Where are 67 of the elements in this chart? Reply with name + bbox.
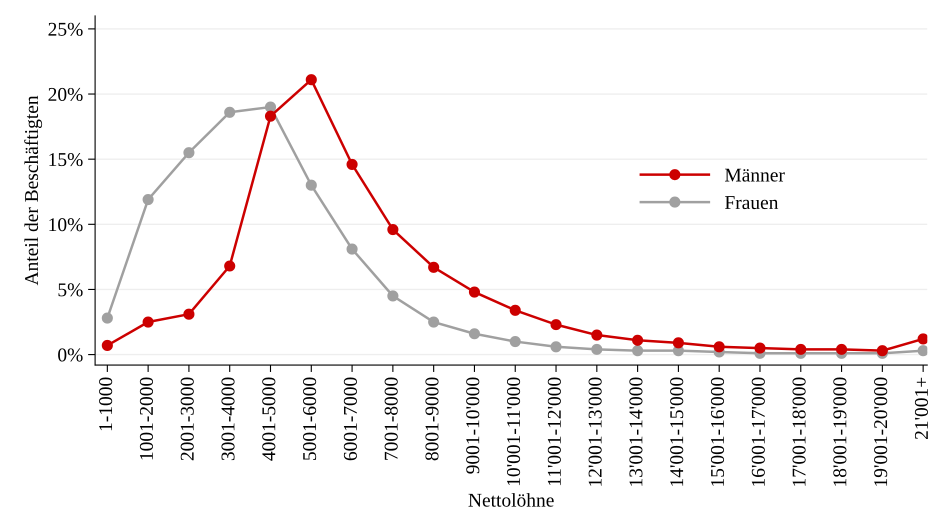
point xyxy=(306,180,317,191)
x-tick-label: 4001-5000 xyxy=(262,378,276,461)
point xyxy=(510,336,521,348)
x-tick-label: 8001-9000 xyxy=(425,378,439,460)
x-tick-label: 18'001-19'000 xyxy=(833,378,846,486)
point xyxy=(468,328,480,340)
point xyxy=(142,316,154,328)
point xyxy=(264,102,276,113)
x-tick-label: 19'001-20'000 xyxy=(874,378,888,486)
y-tick-label: 5% xyxy=(58,283,83,296)
y-tick-label: 0% xyxy=(58,348,83,362)
point xyxy=(306,74,317,86)
point xyxy=(346,244,358,255)
x-tick-label: 16'001-17'000 xyxy=(752,378,765,486)
point xyxy=(672,337,684,348)
x-tick-label: 1001-2000 xyxy=(140,378,153,460)
point xyxy=(224,260,236,272)
point xyxy=(591,329,602,341)
x-tick-label: 3001-4000 xyxy=(221,378,235,460)
point xyxy=(387,224,398,236)
legend-label: Männer xyxy=(724,168,785,182)
x-tick-label: 9001-10'000 xyxy=(466,378,480,474)
x-tick-label: 7001-8000 xyxy=(384,378,398,460)
x-tick-label: 6001-7000 xyxy=(344,378,357,460)
point xyxy=(102,312,113,324)
point xyxy=(428,262,440,273)
y-tick-label: 15% xyxy=(49,152,83,166)
point xyxy=(836,344,848,355)
x-tick-label: 17'001-18'000 xyxy=(792,378,806,486)
x-tick-label: 2001-3000 xyxy=(180,378,194,460)
point xyxy=(876,345,888,356)
point xyxy=(468,286,480,298)
point xyxy=(918,333,928,345)
point xyxy=(102,340,113,352)
x-tick-label: 13'001-14'000 xyxy=(629,378,642,486)
point xyxy=(264,110,276,122)
point xyxy=(387,290,398,302)
point xyxy=(632,334,644,346)
point xyxy=(550,341,562,352)
y-tick-label: 25% xyxy=(48,22,83,36)
point xyxy=(183,308,194,320)
x-tick-label: 10'001-11'000 xyxy=(506,378,520,486)
x-tick-label: 12'001-13'000 xyxy=(588,378,602,486)
point xyxy=(714,341,725,352)
point xyxy=(591,344,602,355)
x-tick-label: 1-1000 xyxy=(99,378,112,430)
point xyxy=(224,106,236,118)
point xyxy=(510,304,521,316)
point xyxy=(795,344,806,355)
point xyxy=(918,345,928,356)
point xyxy=(754,342,766,354)
x-tick-label: 11'001-12'000 xyxy=(548,378,561,486)
point xyxy=(428,316,440,328)
x-tick-label: 5001-6000 xyxy=(303,378,316,460)
y-tick-label: 10% xyxy=(49,218,83,232)
legend-label: Frauen xyxy=(724,196,778,210)
x-tick-label: 14'001-15'000 xyxy=(670,378,684,486)
y-tick-label: 20% xyxy=(48,88,83,102)
point xyxy=(142,194,154,206)
y-axis-title: Anteil der Beschäftigten xyxy=(24,96,42,286)
point xyxy=(183,147,194,158)
point xyxy=(632,345,644,356)
x-axis-title: Nettolöhne xyxy=(468,493,554,507)
point xyxy=(346,158,358,170)
point xyxy=(550,319,562,330)
x-tick-label: 15'001-16'000 xyxy=(710,378,724,486)
x-tick-label: 21'001+ xyxy=(914,378,928,440)
